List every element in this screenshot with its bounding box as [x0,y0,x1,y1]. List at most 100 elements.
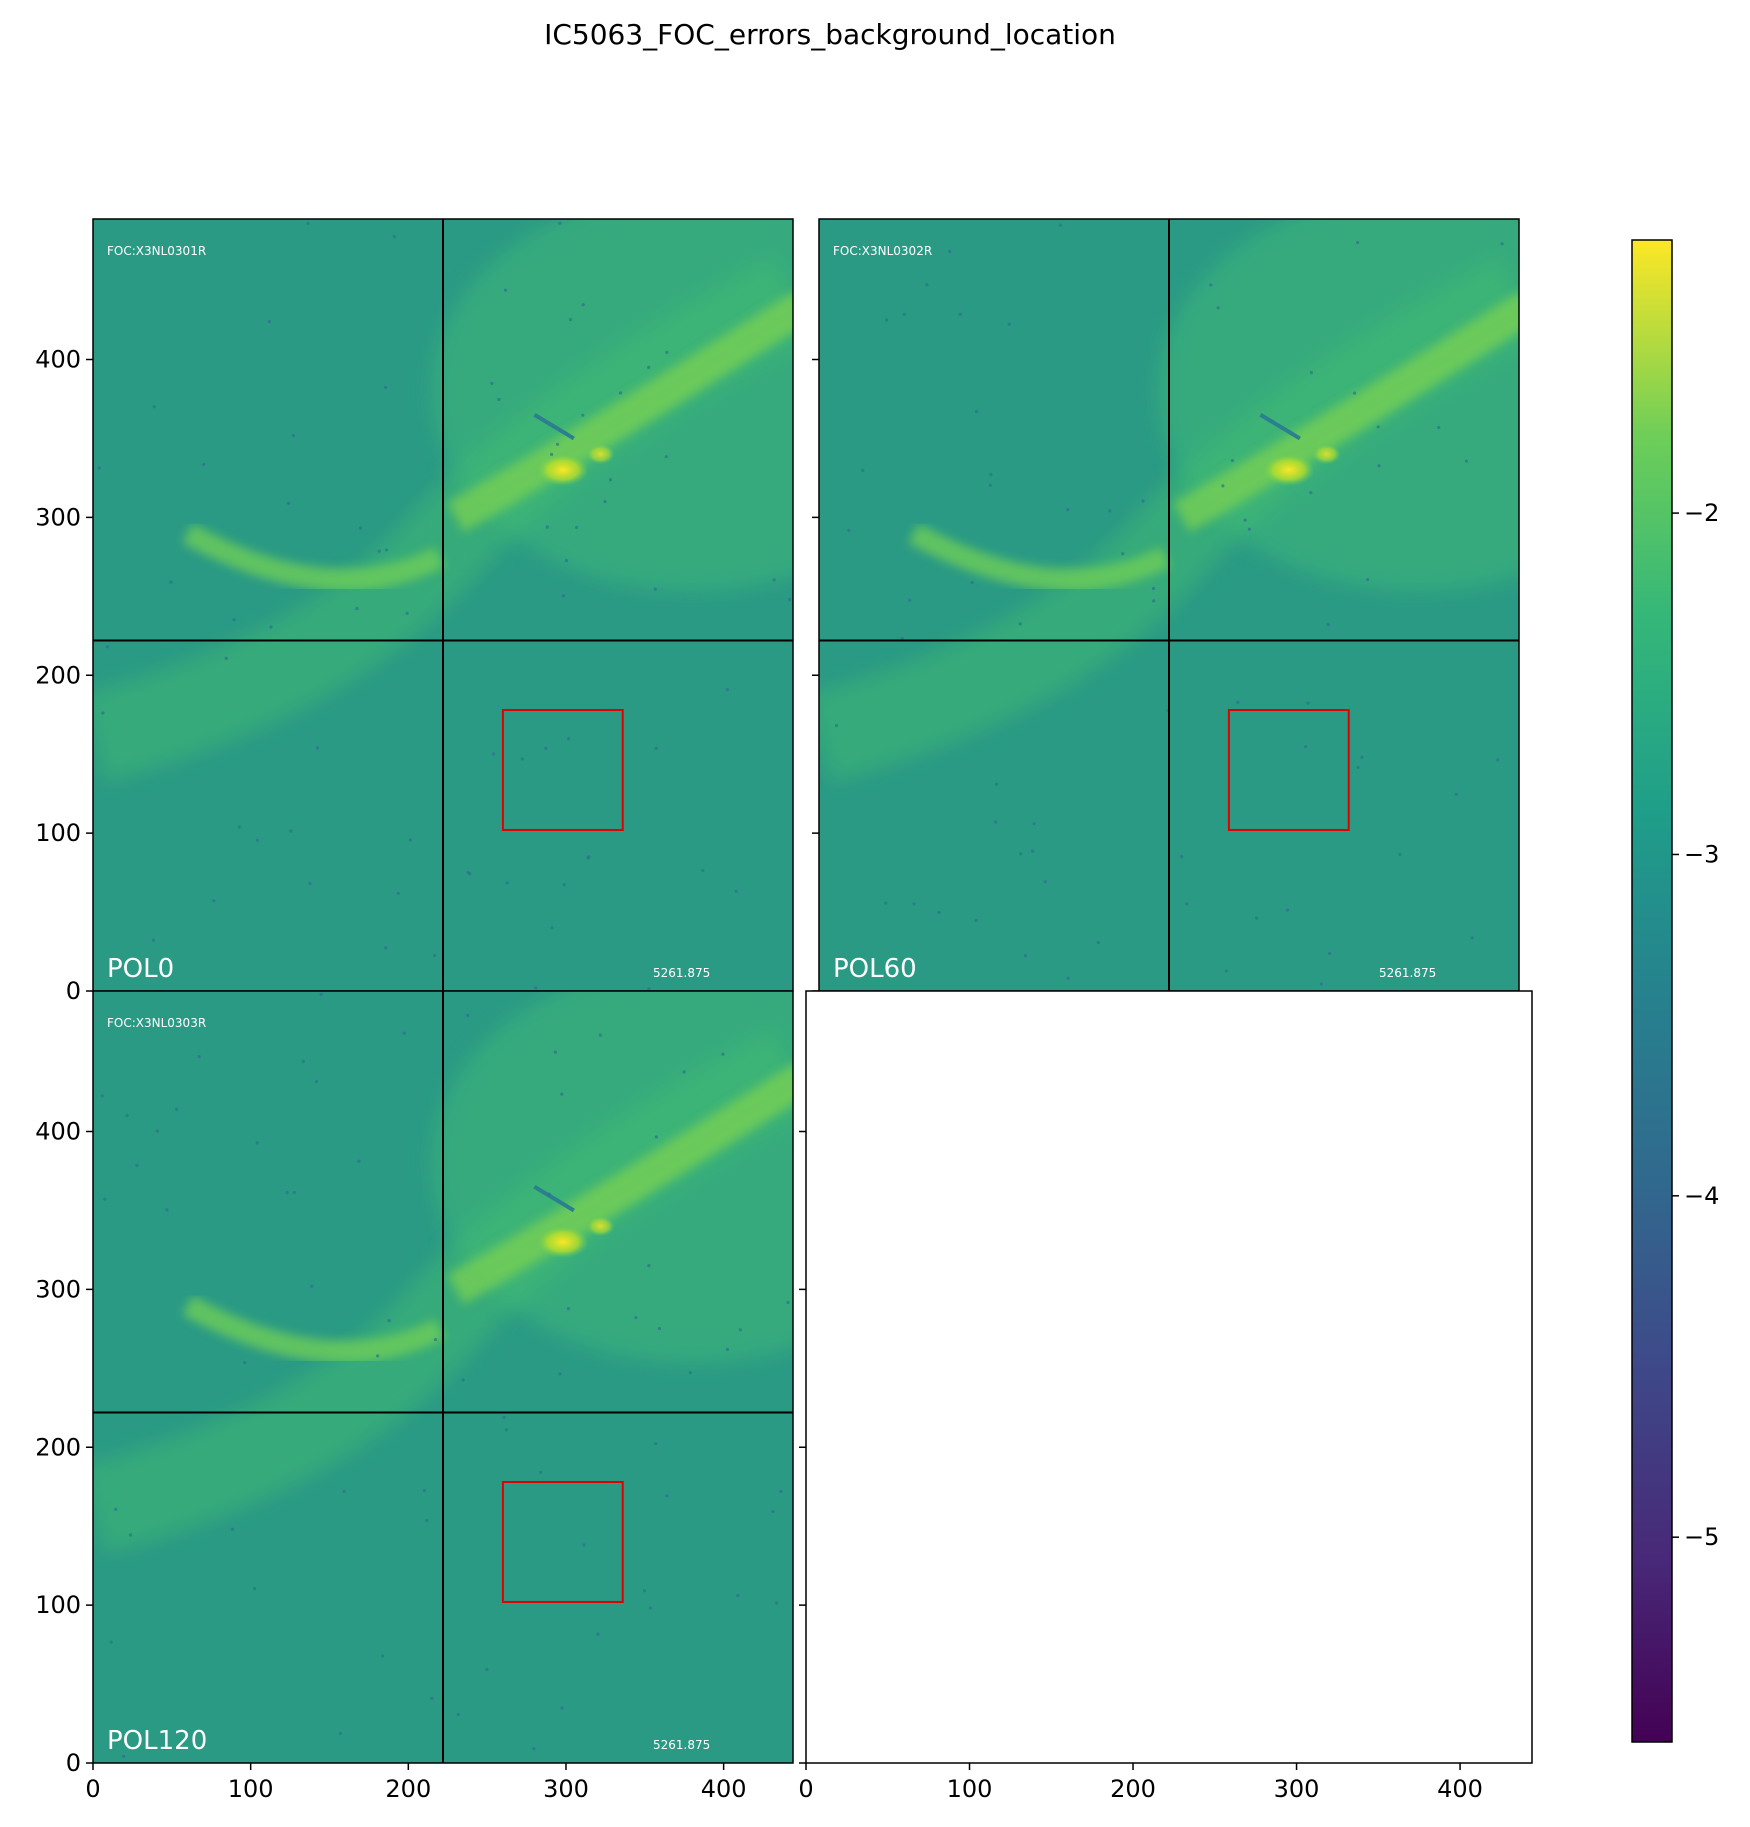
noise-speckle [653,587,657,591]
dark-streak [1259,413,1301,441]
noise-speckle [861,468,865,473]
noise-speckle [461,1378,465,1382]
noise-speckle [100,1094,104,1098]
noise-speckle [381,1654,385,1658]
noise-speckle [358,526,363,530]
exposure-value-label: 5261.875 [653,1738,710,1752]
noise-speckle [545,525,549,529]
noise-speckle [1108,509,1112,513]
noise-speckle [377,549,381,553]
noise-speckle [582,1543,586,1547]
noise-speckle [357,1159,361,1163]
noise-speckle [550,926,554,930]
empty-axes-frame [805,990,1533,1764]
noise-speckle [97,466,101,470]
y-tick-label: 100 [35,1591,81,1619]
noise-speckle [135,1163,139,1167]
noise-speckle [1464,459,1469,463]
noise-speckle [433,1337,438,1342]
noise-speckle [1376,425,1380,429]
noise-speckle [970,581,974,585]
noise-speckle [550,452,554,456]
noise-speckle [338,1731,343,1735]
noise-speckle [383,385,388,389]
noise-speckle [105,645,110,649]
noise-speckle [884,901,888,905]
noise-speckle [558,1372,562,1376]
noise-speckle [581,413,585,417]
noise-speckle [490,381,494,386]
x-tick-label: 100 [228,1775,274,1803]
noise-speckle [504,1428,508,1432]
noise-speckle [596,1632,600,1636]
noise-speckle [314,1079,319,1084]
noise-speckle [101,711,105,715]
noise-speckle [937,910,941,914]
noise-speckle [786,1300,790,1305]
noise-speckle [1043,879,1047,884]
noise-speckle [1221,484,1225,488]
noise-speckle [468,872,472,876]
noise-speckle [736,1593,740,1598]
x-tick-label: 0 [798,1775,813,1803]
noise-speckle [539,1470,543,1474]
bright-nucleus [536,1226,589,1259]
colorbar-tick-label: −5 [1684,1523,1719,1551]
noise-speckle [1007,322,1011,326]
noise-speckle [430,1696,434,1700]
secondary-knot [1312,444,1341,465]
noise-speckle [648,1606,652,1610]
upper-filament [447,293,793,533]
noise-speckle [544,746,548,750]
x-tick-label: 300 [1274,1775,1320,1803]
noise-speckle [121,1754,126,1758]
noise-speckle [618,391,623,395]
y-tick-label: 200 [35,1433,81,1461]
noise-speckle [568,318,573,322]
noise-speckle [958,312,962,316]
x-tick-label: 0 [85,1775,100,1803]
noise-speckle [900,636,904,640]
noise-speckle [310,1284,314,1288]
noise-speckle [109,1640,113,1644]
noise-speckle [485,1667,489,1672]
noise-speckle [847,528,851,533]
panel-pol120: FOC:X3NL0303R POL120 5261.875 0 100 200 300 400… [35,990,794,1803]
noise-speckle [721,1052,725,1056]
noise-speckle [114,1507,118,1511]
noise-speckle [532,1747,536,1751]
noise-speckle [642,1589,647,1593]
noise-speckle [286,501,291,505]
noise-speckle [502,1415,506,1420]
noise-speckle [1216,306,1220,310]
noise-speckle [1356,765,1360,770]
diffuse-band [93,256,793,782]
secondary-knot [586,1216,615,1237]
noise-speckle [665,1494,669,1498]
y-tick-label: 400 [35,1118,81,1146]
noise-speckle [1236,700,1240,704]
noise-speckle [306,221,310,225]
noise-speckle [738,1328,742,1332]
noise-speckle [948,249,952,253]
noise-speckle [224,656,228,660]
noise-speckle [560,1092,564,1096]
noise-speckle [994,782,999,786]
noise-speckle [1180,855,1184,859]
noise-speckle [1377,464,1381,468]
noise-speckle [1121,552,1125,556]
noise-speckle [503,288,508,292]
noise-speckle [422,1488,427,1493]
noise-speckle [654,1135,658,1139]
noise-speckle [555,442,560,446]
noise-speckle [319,992,323,996]
noise-speckle [1096,941,1100,945]
polarizer-label: POL60 [833,954,917,984]
noise-speckle [466,1013,470,1018]
noise-speckle [575,525,579,530]
noise-speckle [1058,223,1062,227]
noise-speckle [908,598,912,602]
noise-speckle [647,987,651,991]
noise-speckle [384,946,388,950]
x-tick-label: 400 [701,1775,747,1803]
